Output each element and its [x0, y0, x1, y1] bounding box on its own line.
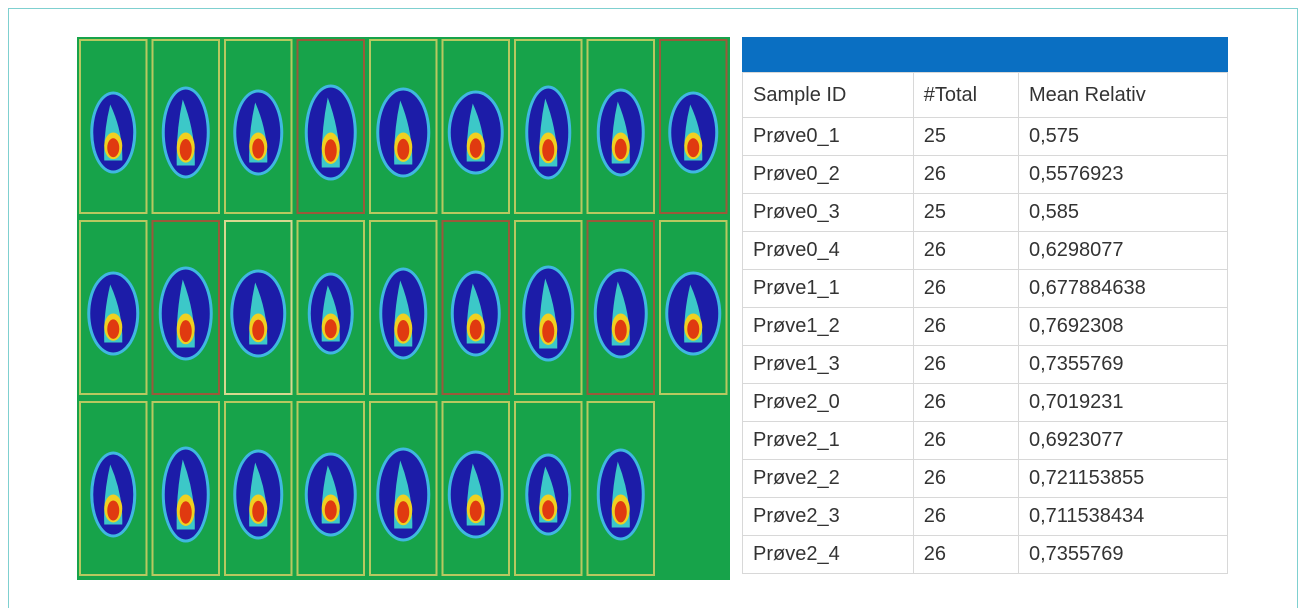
table-cell: Prøve2_0	[743, 384, 914, 422]
seed-core	[180, 320, 192, 342]
results-table-window: Sample ID#TotalMean Relativ Prøve0_1250,…	[742, 37, 1228, 580]
table-cell: 26	[913, 460, 1018, 498]
table-cell: 26	[913, 232, 1018, 270]
table-cell: 26	[913, 498, 1018, 536]
table-cell: Prøve1_2	[743, 308, 914, 346]
table-cell: 0,721153855	[1018, 460, 1227, 498]
seed-core	[325, 319, 337, 338]
seed-core	[470, 501, 482, 522]
seed-core	[397, 501, 409, 523]
table-cell: 26	[913, 536, 1018, 574]
table-row: Prøve1_3260,7355769	[743, 346, 1228, 384]
seed-core	[107, 501, 119, 521]
seed-core	[615, 501, 627, 523]
seed-core	[107, 319, 119, 339]
table-cell: Prøve2_2	[743, 460, 914, 498]
table-cell: Prøve1_1	[743, 270, 914, 308]
seed-core	[615, 320, 627, 341]
table-cell: 26	[913, 308, 1018, 346]
seed-core	[470, 138, 482, 158]
seed-core	[542, 139, 554, 161]
table-cell: 26	[913, 346, 1018, 384]
seed-core	[470, 320, 482, 340]
seed-image-panel	[77, 37, 730, 580]
table-cell: 0,677884638	[1018, 270, 1227, 308]
seed-core	[397, 320, 409, 342]
table-cell: 26	[913, 156, 1018, 194]
table-cell: 26	[913, 270, 1018, 308]
seed-core	[180, 501, 192, 524]
table-cell: 26	[913, 422, 1018, 460]
table-cell: 0,585	[1018, 194, 1227, 232]
table-cell: Prøve2_3	[743, 498, 914, 536]
table-cell: 0,7355769	[1018, 536, 1227, 574]
table-cell: 0,6923077	[1018, 422, 1227, 460]
seed-core	[687, 319, 699, 339]
table-cell: Prøve1_3	[743, 346, 914, 384]
column-header: Sample ID	[743, 73, 914, 118]
table-cell: 0,5576923	[1018, 156, 1227, 194]
table-cell: 0,575	[1018, 118, 1227, 156]
seed-core	[252, 320, 264, 341]
table-cell: Prøve0_1	[743, 118, 914, 156]
seed-core	[107, 138, 119, 157]
title-bar	[742, 37, 1228, 72]
table-cell: Prøve0_4	[743, 232, 914, 270]
table-cell: 25	[913, 118, 1018, 156]
table-cell: 0,7355769	[1018, 346, 1227, 384]
page: Sample ID#TotalMean Relativ Prøve0_1250,…	[0, 0, 1308, 610]
seed-core	[542, 500, 554, 519]
seed-core	[687, 138, 699, 157]
table-cell: 0,7692308	[1018, 308, 1227, 346]
seed-core	[542, 320, 554, 343]
column-header: Mean Relativ	[1018, 73, 1227, 118]
table-cell: Prøve0_3	[743, 194, 914, 232]
seed-core	[325, 139, 337, 162]
table-cell: Prøve2_4	[743, 536, 914, 574]
table-cell: 25	[913, 194, 1018, 232]
table-cell: 0,711538434	[1018, 498, 1227, 536]
seed-core	[325, 500, 337, 519]
seed-core	[252, 139, 264, 159]
seed-core	[615, 139, 627, 160]
table-cell: 0,7019231	[1018, 384, 1227, 422]
column-header: #Total	[913, 73, 1018, 118]
table-cell: 0,6298077	[1018, 232, 1227, 270]
seed-core	[397, 139, 409, 160]
table-cell: Prøve0_2	[743, 156, 914, 194]
seed-core	[252, 501, 264, 522]
table-cell: Prøve2_1	[743, 422, 914, 460]
seed-core	[180, 139, 192, 161]
table-cell: 26	[913, 384, 1018, 422]
